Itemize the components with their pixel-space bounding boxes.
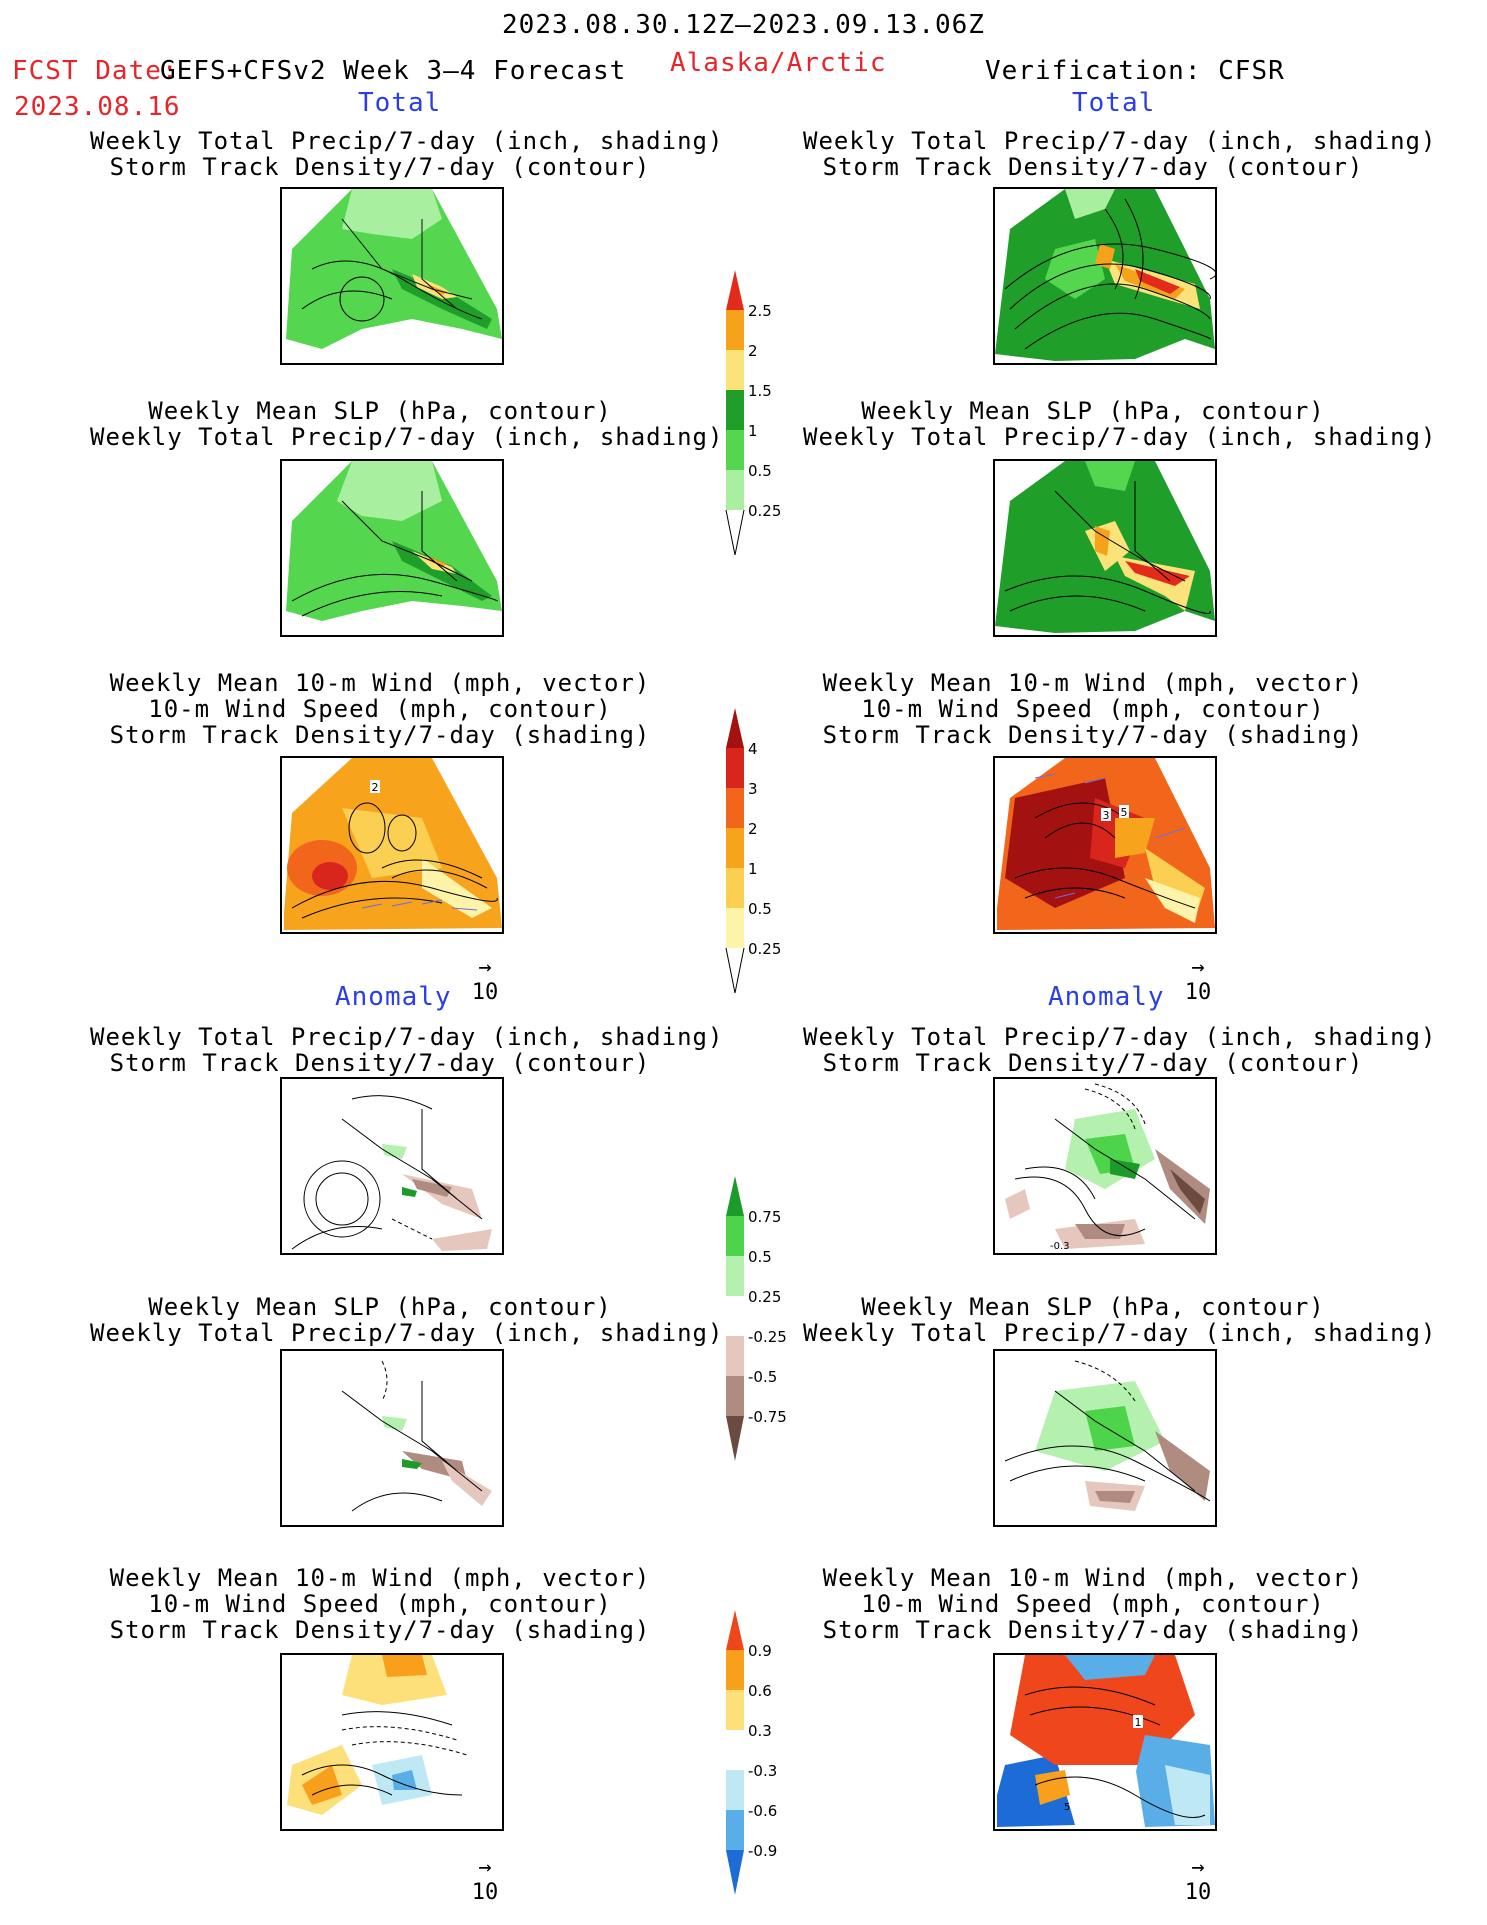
total-label-left: Total	[358, 88, 442, 118]
cbar-precip-total-l5: 0.25	[748, 502, 782, 520]
vector-scale-l3: → 10	[471, 955, 499, 1005]
anomaly-label-right: Anomaly	[1048, 982, 1165, 1012]
cbar-std-total-l5: 0.25	[748, 940, 782, 958]
period-title: 2023.08.30.12Z–2023.09.13.06Z	[502, 10, 985, 40]
title-l1: Weekly Total Precip/7-day (inch, shading…	[90, 127, 724, 181]
cbar-std-total-l4: 0.5	[748, 900, 772, 918]
cbar-std-anom-l4: -0.6	[748, 1802, 778, 1820]
model-title: GEFS+CFSv2 Week 3–4 Forecast	[160, 56, 627, 86]
map-precip-anom-fcst	[280, 1077, 504, 1255]
cbar-std-anom-l0: 0.9	[748, 1642, 772, 1660]
cbar-precip-total-l4: 0.5	[748, 462, 772, 480]
wind-anom-cfsr-label-2: 5	[1064, 1802, 1070, 1813]
map-precip-total-cfsr	[993, 187, 1217, 365]
cbar-precip-anom-l4: -0.5	[748, 1368, 778, 1386]
cbar-precip-anom-l0: 0.75	[748, 1208, 782, 1226]
cbar-precip-anom-l2: 0.25	[748, 1288, 782, 1306]
title-r2: Weekly Mean SLP (hPa, contour) Weekly Tot…	[803, 397, 1437, 451]
title-l6: Weekly Mean 10-m Wind (mph, vector) 10-m …	[109, 1564, 651, 1644]
map-wind-total-cfsr: 3 5	[993, 756, 1217, 934]
cbar-precip-anom-l1: 0.5	[748, 1248, 772, 1266]
vector-scale-l6: → 10	[471, 1855, 499, 1905]
title-r1: Weekly Total Precip/7-day (inch, shading…	[803, 127, 1437, 181]
cbar-std-anom-l5: -0.9	[748, 1842, 778, 1860]
cbar-std-total-l1: 3	[748, 780, 758, 798]
map-slp-precip-anom-cfsr	[993, 1349, 1217, 1527]
map-slp-precip-total-cfsr	[993, 459, 1217, 637]
title-l5: Weekly Mean SLP (hPa, contour) Weekly Tot…	[90, 1293, 724, 1347]
fcst-date-label: FCST Date:	[12, 56, 179, 86]
title-r6: Weekly Mean 10-m Wind (mph, vector) 10-m …	[822, 1564, 1364, 1644]
colorbar-std-anom: 0.9 0.6 0.3 -0.3 -0.6 -0.9	[724, 1610, 804, 1895]
wind-total-cfsr-label-2: 5	[1121, 806, 1128, 819]
colorbar-precip-anom: 0.75 0.5 0.25 -0.25 -0.5 -0.75	[724, 1176, 804, 1461]
anomaly-label-left: Anomaly	[335, 982, 452, 1012]
cbar-precip-total-l1: 2	[748, 342, 758, 360]
map-precip-total-fcst	[280, 187, 504, 365]
title-l4: Weekly Total Precip/7-day (inch, shading…	[90, 1023, 724, 1077]
colorbar-std-total: 4 3 2 1 0.5 0.25	[724, 708, 804, 994]
cbar-std-total-l0: 4	[748, 740, 758, 758]
fcst-date-value: 2023.08.16	[14, 92, 181, 122]
cbar-precip-anom-l3: -0.25	[748, 1328, 787, 1346]
title-r3: Weekly Mean 10-m Wind (mph, vector) 10-m …	[822, 669, 1364, 749]
colorbar-precip-total: 2.5 2 1.5 1 0.5 0.25	[724, 270, 804, 556]
title-l3: Weekly Mean 10-m Wind (mph, vector) 10-m …	[109, 669, 651, 749]
cbar-std-anom-l2: 0.3	[748, 1722, 772, 1740]
wind-anom-cfsr-label-1: 1	[1135, 1716, 1142, 1729]
map-wind-total-fcst: 2	[280, 756, 504, 934]
total-label-right: Total	[1072, 88, 1156, 118]
cbar-precip-total-l3: 1	[748, 422, 758, 440]
cbar-std-total-l3: 1	[748, 860, 758, 878]
cbar-precip-total-l0: 2.5	[748, 302, 772, 320]
map-slp-precip-total-fcst	[280, 459, 504, 637]
cbar-precip-anom-l5: -0.75	[748, 1408, 787, 1426]
title-r4: Weekly Total Precip/7-day (inch, shading…	[803, 1023, 1437, 1077]
map-wind-anom-fcst	[280, 1653, 504, 1831]
map-wind-anom-cfsr: 1 5	[993, 1653, 1217, 1831]
wind-total-fcst-label: 2	[372, 781, 379, 794]
title-r5: Weekly Mean SLP (hPa, contour) Weekly Tot…	[803, 1293, 1437, 1347]
precip-anom-cfsr-label: -0.3	[1050, 1241, 1070, 1252]
cbar-std-anom-l1: 0.6	[748, 1682, 772, 1700]
vector-scale-r3: → 10	[1184, 955, 1212, 1005]
vector-scale-r6: → 10	[1184, 1855, 1212, 1905]
title-l2: Weekly Mean SLP (hPa, contour) Weekly Tot…	[90, 397, 724, 451]
map-slp-precip-anom-fcst	[280, 1349, 504, 1527]
wind-total-cfsr-label-1: 3	[1103, 809, 1110, 822]
cbar-std-anom-l3: -0.3	[748, 1762, 778, 1780]
verification-label: Verification: CFSR	[985, 56, 1285, 86]
cbar-precip-total-l2: 1.5	[748, 382, 772, 400]
cbar-std-total-l2: 2	[748, 820, 758, 838]
region-title: Alaska/Arctic	[670, 48, 887, 78]
map-precip-anom-cfsr: -0.3	[993, 1077, 1217, 1255]
